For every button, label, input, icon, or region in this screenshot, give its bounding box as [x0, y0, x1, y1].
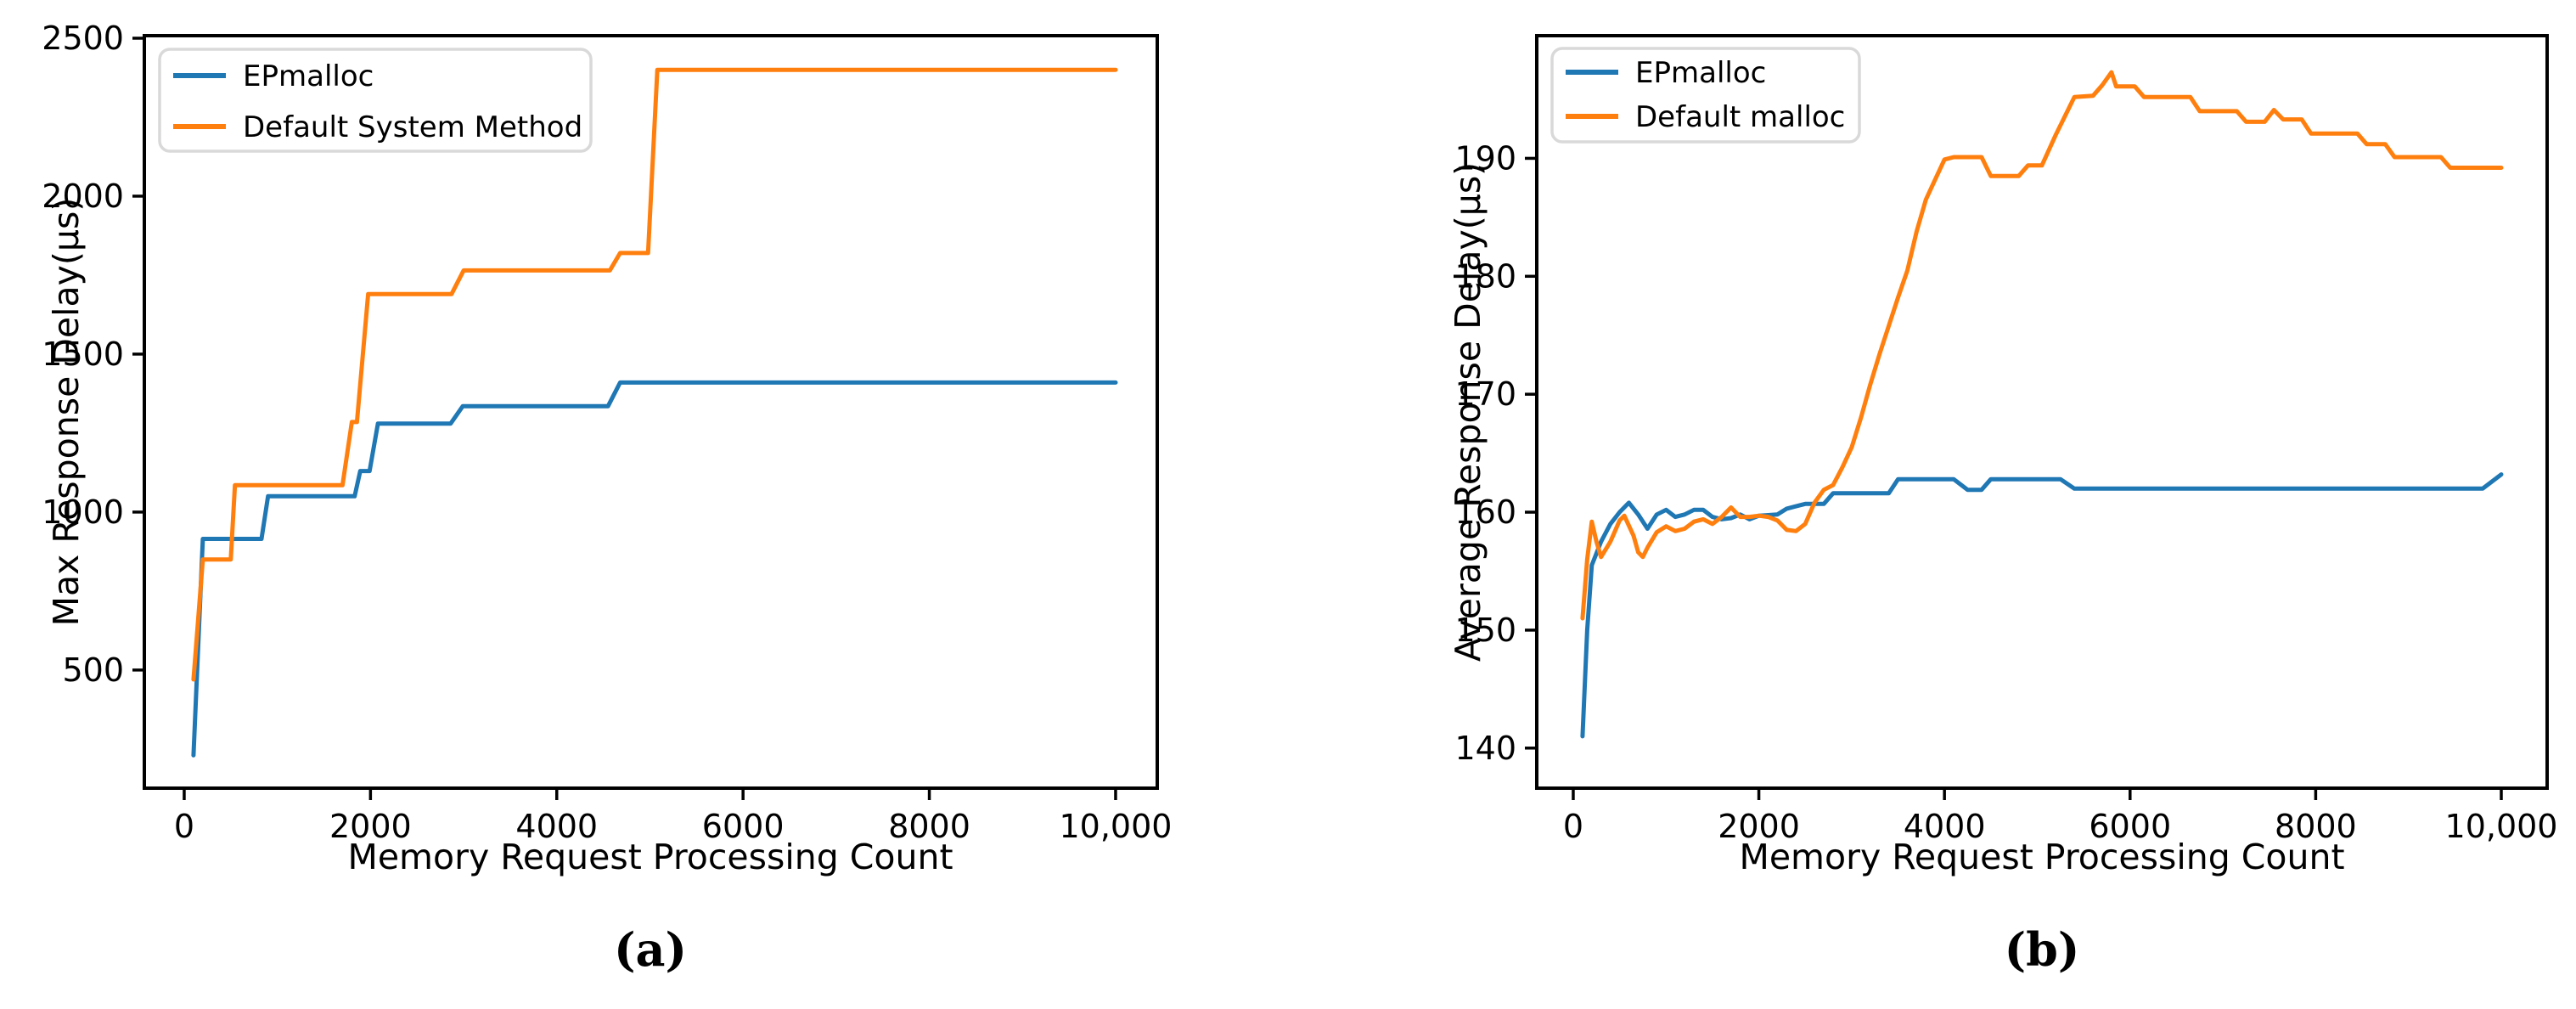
y-tick-label: 1000 [42, 493, 124, 531]
x-tick-label: 10,000 [2445, 808, 2558, 845]
x-axis-label-b: Memory Request Processing Count [1739, 837, 2345, 877]
y-tick-label: 1500 [42, 335, 124, 373]
y-tick-label: 190 [1454, 139, 1516, 177]
caption-a: (a) [613, 922, 688, 977]
y-tick-label: 170 [1454, 375, 1516, 413]
y-tick-label: 500 [62, 651, 124, 689]
y-tick-label: 180 [1454, 257, 1516, 295]
x-tick-label: 4000 [515, 808, 598, 845]
series-line-epmalloc [191, 380, 1118, 758]
legend-label-epmalloc: EPmalloc [1635, 56, 1766, 90]
x-tick-label: 8000 [2275, 808, 2357, 845]
x-tick-label: 0 [1563, 808, 1583, 845]
x-tick-label: 4000 [1904, 808, 1986, 845]
y-tick-label: 2000 [42, 178, 124, 215]
x-tick-label: 2000 [1718, 808, 1800, 845]
y-tick-label: 160 [1454, 493, 1516, 531]
y-tick-label: 140 [1454, 730, 1516, 767]
legend-box [1550, 47, 1861, 144]
series-line-epmalloc [1580, 472, 2504, 739]
x-tick-label: 6000 [2089, 808, 2171, 845]
x-tick-label: 2000 [329, 808, 412, 845]
chart-a-canvas: 0 2000 4000 6000 8000 10,000 500 1000 1500 2000 25… [42, 20, 1172, 845]
legend-label-default-system-method: Default System Method [243, 110, 582, 144]
legend-label-default-malloc: Default malloc [1635, 100, 1845, 134]
y-tick-label: 150 [1454, 612, 1516, 649]
x-tick-label: 0 [174, 808, 194, 845]
chart-b-canvas: 0 2000 4000 6000 8000 10,000 140 150 160 170 180 19… [1454, 34, 2558, 845]
y-tick-label: 2500 [42, 20, 124, 57]
chart-panel-b: 0 2000 4000 6000 8000 10,000 140 150 160 170 180 19… [1288, 0, 2576, 1009]
chart-panel-a: 0 2000 4000 6000 8000 10,000 500 1000 1500 2000 25… [42, 20, 1172, 977]
x-axis-label-a: Memory Request Processing Count [347, 837, 953, 877]
x-tick-label: 6000 [702, 808, 785, 845]
series-line-default-malloc [1580, 70, 2504, 621]
legend-box [158, 48, 593, 153]
plot-border [1535, 34, 2549, 790]
y-axis-label-a: Max Response Delay(µs) [46, 197, 87, 627]
legend-label-epmalloc: EPmalloc [243, 59, 374, 93]
series-line-default-system-method [191, 67, 1118, 682]
caption-b: (b) [2004, 922, 2080, 977]
x-tick-label: 8000 [888, 808, 970, 845]
y-axis-label-b: Average Response Delay(µs) [1448, 161, 1488, 662]
plot-border [143, 34, 1159, 790]
x-tick-label: 10,000 [1059, 808, 1172, 845]
